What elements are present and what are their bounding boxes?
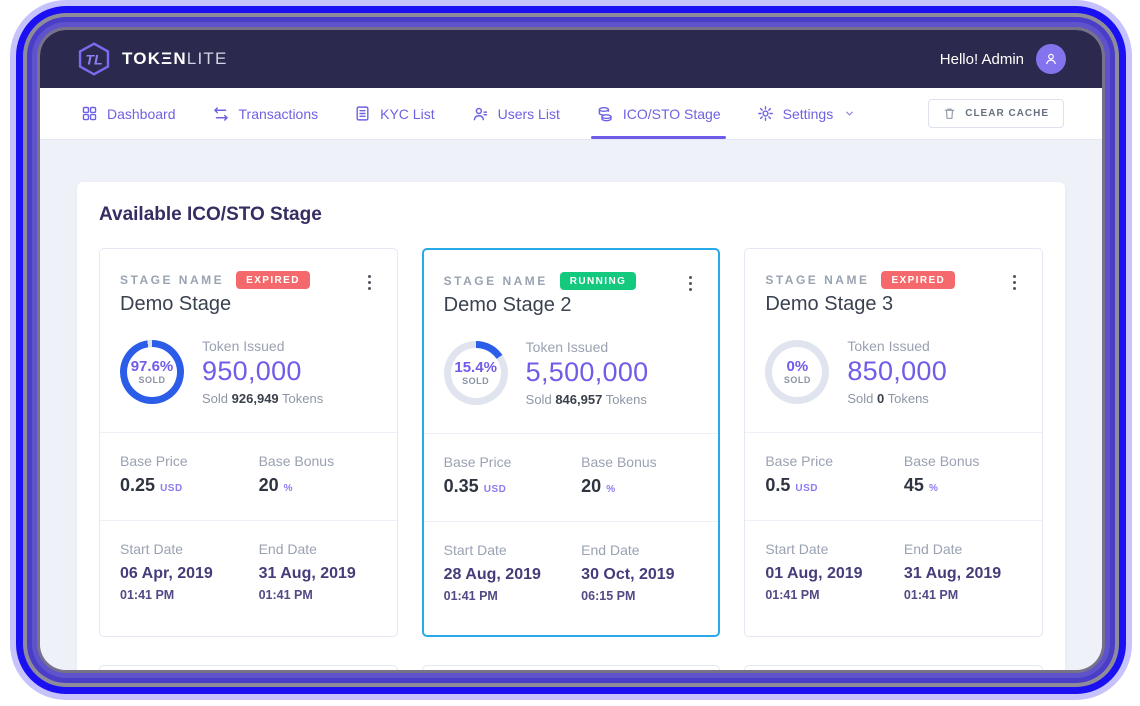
stage-cards-grid: STAGE NAME EXPIRED Demo Stage 97.6% SOLD xyxy=(99,248,1043,670)
chevron-down-icon xyxy=(846,111,854,116)
sold-label: SOLD xyxy=(138,375,166,386)
stage-card-partial xyxy=(744,664,1043,670)
stage-name-label: STAGE NAME xyxy=(120,273,225,287)
stage-panel: Available ICO/STO Stage STAGE NAME EXPIR… xyxy=(77,182,1065,670)
svg-text:TL: TL xyxy=(85,53,102,69)
start-date-label: Start Date xyxy=(443,541,507,558)
sold-tokens-line: Sold 0 Tokens xyxy=(847,390,929,406)
sold-donut-chart: 15.4% SOLD xyxy=(443,340,508,405)
base-bonus-label: Base Bonus xyxy=(581,453,657,470)
stage-card-partial xyxy=(421,664,721,670)
end-date-label: End Date xyxy=(581,541,640,558)
base-bonus-value: 45 % xyxy=(903,474,939,495)
end-date-value: 30 Oct, 2019 06:15 PM xyxy=(581,565,675,604)
user-icon xyxy=(473,107,487,120)
token-issued-label: Token Issued xyxy=(202,338,285,354)
brand-name: TOKΞNLITE xyxy=(122,49,228,68)
base-price-value: 0.5 USD xyxy=(765,474,818,495)
avatar[interactable] xyxy=(1036,44,1066,74)
base-price-label: Base Price xyxy=(443,453,512,470)
coins-icon xyxy=(598,106,612,121)
content-area: Available ICO/STO Stage STAGE NAME EXPIR… xyxy=(40,140,1102,670)
start-date-label: Start Date xyxy=(120,540,184,557)
stage-card: STAGE NAME EXPIRED Demo Stage 3 0% SOLD xyxy=(744,248,1043,637)
clear-cache-button[interactable]: CLEAR CACHE xyxy=(928,99,1064,128)
sold-percent: 0% xyxy=(786,357,809,375)
stage-name: Demo Stage xyxy=(120,293,232,315)
base-price-value: 0.35 USD xyxy=(443,475,507,496)
status-badge: EXPIRED xyxy=(881,271,956,289)
end-date-label: End Date xyxy=(903,540,963,557)
sold-tokens-line: Sold 846,957 Tokens xyxy=(525,391,647,407)
sold-percent: 15.4% xyxy=(454,358,497,376)
stage-card: STAGE NAME RUNNING Demo Stage 2 15.4% SO… xyxy=(421,248,721,637)
token-issued-value: 5,500,000 xyxy=(525,357,649,387)
sold-donut-chart: 0% SOLD xyxy=(765,339,830,404)
nav-item-users-list[interactable]: Users List xyxy=(468,88,563,139)
nav-item-kyc-list[interactable]: KYC List xyxy=(351,88,437,139)
start-date-label: Start Date xyxy=(765,540,829,557)
brand-logo[interactable]: TL TOKΞNLITE xyxy=(76,41,228,77)
base-bonus-label: Base Bonus xyxy=(258,452,335,469)
base-price-value: 0.25 USD xyxy=(120,474,183,495)
base-bonus-value: 20 % xyxy=(581,475,616,496)
nav-bar: Dashboard Transactions KYC List Users Li… xyxy=(40,88,1102,140)
stage-card-partial xyxy=(99,664,398,670)
nav-item-transactions[interactable]: Transactions xyxy=(209,88,322,139)
base-price-label: Base Price xyxy=(120,452,188,469)
nav-item-dashboard[interactable]: Dashboard xyxy=(78,88,179,139)
card-menu-button[interactable] xyxy=(362,272,377,293)
app-window: TL TOKΞNLITE Hello! Admin Dashboard xyxy=(40,30,1102,670)
tokenlite-logo-icon: TL xyxy=(76,41,112,77)
status-badge: EXPIRED xyxy=(236,271,310,289)
nav-item-settings[interactable]: Settings xyxy=(754,88,859,139)
card-menu-button[interactable] xyxy=(683,273,698,294)
end-date-value: 31 Aug, 2019 01:41 PM xyxy=(258,564,356,603)
status-badge: RUNNING xyxy=(559,272,637,290)
user-icon xyxy=(1046,53,1056,65)
sold-label: SOLD xyxy=(783,375,811,386)
sold-tokens-line: Sold 926,949 Tokens xyxy=(202,390,324,406)
start-date-value: 06 Apr, 2019 01:41 PM xyxy=(120,564,213,603)
card-menu-button[interactable] xyxy=(1007,272,1022,293)
start-date-value: 01 Aug, 2019 01:41 PM xyxy=(765,564,863,603)
base-bonus-value: 20 % xyxy=(258,474,294,495)
sold-donut-chart: 97.6% SOLD xyxy=(120,339,184,404)
end-date-value: 31 Aug, 2019 01:41 PM xyxy=(903,564,1002,603)
stage-name: Demo Stage 3 xyxy=(765,293,894,315)
stage-name-label: STAGE NAME xyxy=(765,273,870,287)
token-issued-label: Token Issued xyxy=(525,339,609,355)
token-issued-label: Token Issued xyxy=(847,338,930,354)
sold-label: SOLD xyxy=(462,376,490,387)
gear-icon xyxy=(757,106,773,121)
greeting-text: Hello! Admin xyxy=(939,50,1024,68)
trash-icon xyxy=(944,108,955,119)
token-issued-value: 950,000 xyxy=(202,356,302,386)
token-issued-value: 850,000 xyxy=(847,356,948,386)
top-bar: TL TOKΞNLITE Hello! Admin xyxy=(40,30,1102,88)
stage-name-label: STAGE NAME xyxy=(443,274,548,288)
start-date-value: 28 Aug, 2019 01:41 PM xyxy=(443,565,541,604)
nav-item-ico-sto-stage[interactable]: ICO/STO Stage xyxy=(590,88,726,139)
stage-card: STAGE NAME EXPIRED Demo Stage 97.6% SOLD xyxy=(99,248,398,637)
sold-percent: 97.6% xyxy=(130,357,174,375)
base-price-label: Base Price xyxy=(765,452,834,469)
page-title: Available ICO/STO Stage xyxy=(99,204,322,225)
base-bonus-label: Base Bonus xyxy=(903,452,980,469)
swap-icon xyxy=(213,106,228,121)
end-date-label: End Date xyxy=(258,540,317,557)
list-icon xyxy=(356,106,369,121)
stage-name: Demo Stage 2 xyxy=(443,294,572,316)
grid-icon xyxy=(82,106,97,121)
